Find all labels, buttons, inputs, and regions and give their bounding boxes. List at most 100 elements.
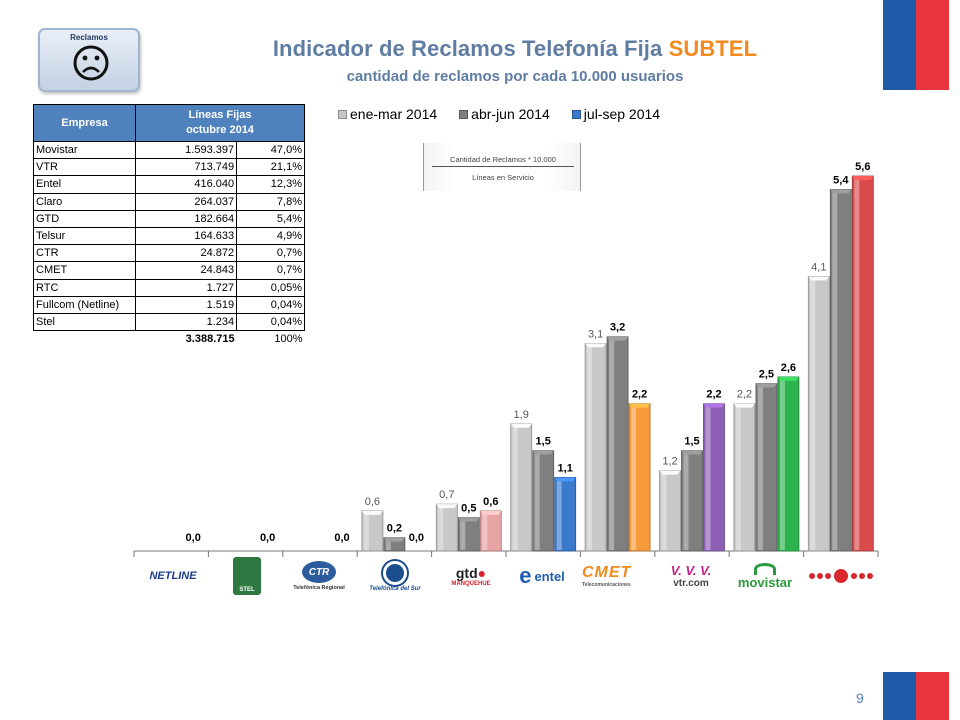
bar (733, 403, 756, 552)
bar-bevel (755, 383, 777, 388)
bar (361, 510, 384, 552)
data-label: 4,1 (811, 261, 826, 273)
bar-highlight (609, 337, 615, 550)
bar-bevel (659, 470, 681, 475)
bar (457, 517, 480, 552)
bar-body (361, 510, 384, 552)
logo-netline-text: NETLINE (149, 570, 197, 582)
bar-bevel (480, 510, 502, 515)
table-row: Stel 1.234 0,04% (33, 312, 305, 332)
data-label: 1,1 (558, 462, 573, 474)
table-row: Telsur 164.633 4,9% (33, 226, 305, 246)
data-label: 0,0 (409, 532, 424, 544)
bar (851, 175, 874, 552)
bar (584, 343, 607, 552)
table-body: Movistar 1.593.397 47,0% VTR 713.749 21,1% Ent… (33, 140, 305, 348)
col-empresa-header: Empresa (33, 104, 136, 142)
bar-bevel (808, 276, 830, 281)
bar (628, 403, 651, 552)
cell-pct: 21,1% (236, 158, 305, 177)
bar-highlight (482, 511, 488, 550)
bar-highlight (556, 478, 562, 550)
formula-numerator: Cantidad de Reclamos * 10.000 (432, 155, 574, 167)
data-label: 0,5 (461, 503, 476, 515)
logo-movistar: movistar (730, 556, 800, 596)
bar-body (681, 450, 703, 552)
bar (532, 450, 555, 552)
data-label: 0,0 (334, 532, 349, 544)
bar (383, 537, 406, 552)
bar-highlight (779, 377, 785, 550)
legend-swatch (459, 109, 469, 119)
col-lineas-header-line2: octubre 2014 (186, 124, 254, 136)
table-row: VTR 713.749 21,1% (33, 158, 305, 177)
cell-empresa: Fullcom (Netline) (33, 295, 136, 314)
logo-vtr: V. V. V. vtr.com (656, 556, 726, 596)
bar-highlight (705, 404, 711, 550)
table-row: CTR 24.872 0,7% (33, 244, 305, 263)
bar-highlight (534, 451, 540, 550)
legend-swatch (571, 109, 581, 119)
logo-ctr-sub: Telefónica Regional (293, 585, 345, 591)
bar (606, 336, 629, 552)
table-row: Claro 264.037 7,8% (33, 192, 305, 211)
data-label: 2,2 (706, 389, 721, 401)
reclamos-badge: Reclamos (38, 28, 140, 92)
table-header-row: Empresa Líneas Fijas octubre 2014 (33, 104, 305, 142)
bar (554, 476, 577, 552)
data-label: 2,5 (759, 369, 774, 381)
legend-label: jul-sep 2014 (583, 106, 661, 122)
bar-bevel (458, 517, 480, 522)
cell-total-pct: 100% (274, 333, 303, 346)
bar-body (851, 175, 874, 552)
bar-bevel (629, 403, 651, 408)
bar-bevel (830, 189, 852, 194)
data-label: 0,6 (365, 496, 380, 508)
cell-pct: 7,8% (236, 192, 305, 211)
data-label: 2,2 (737, 389, 752, 401)
bar (479, 510, 502, 552)
bar-bevel (777, 376, 799, 381)
logo-netline: NETLINE (138, 556, 208, 596)
table-row: Movistar 1.593.397 47,0% (33, 140, 305, 160)
data-label: 5,4 (833, 174, 849, 186)
data-label: 0,2 (387, 523, 402, 535)
bar-bevel (607, 336, 629, 341)
formula-denominator: Líneas en Servicio (472, 173, 534, 182)
logo-gtd-text: gtd (455, 565, 478, 581)
title-main: Indicador de Reclamos Telefonía Fija (272, 36, 663, 61)
bar-highlight (631, 404, 637, 550)
cell-pct: 5,4% (236, 209, 305, 228)
flag-corner-bottom (883, 672, 949, 720)
logo-gtd-sub: MANQUEHUE (451, 581, 491, 587)
bar-body (532, 450, 555, 552)
page-title: Indicador de Reclamos Telefonía Fija SUB… (150, 36, 880, 62)
flag-corner-top (883, 0, 949, 90)
bar (510, 423, 533, 552)
logo-entel-mark: e (519, 563, 532, 588)
logo-ctr: CTR Telefónica Regional (288, 556, 350, 596)
cell-pct: 4,9% (236, 226, 305, 246)
page-subtitle: cantidad de reclamos por cada 10.000 usu… (346, 68, 684, 85)
cell-pct: 12,3% (236, 175, 305, 194)
cell-empresa: VTR (33, 158, 136, 177)
bar (829, 188, 852, 552)
bar-body (733, 403, 756, 552)
bar-bevel (383, 537, 405, 542)
cell-empresa: CTR (33, 244, 136, 263)
legend-item: abr-jun 2014 (459, 106, 550, 122)
cell-lineas: 1.234 (134, 312, 238, 332)
logo-vtr-text: vtr.com (673, 578, 709, 589)
bar (777, 376, 800, 552)
bar (681, 450, 703, 552)
logo-vtr-mark: V. V. V. (670, 563, 712, 578)
logo-movistar-text: movistar (737, 574, 793, 590)
col-lineas-header-line1: Líneas Fijas (188, 109, 252, 121)
cell-pct: 0,05% (236, 278, 305, 297)
cell-lineas: 1.593.397 (134, 140, 238, 160)
cell-pct: 0,04% (236, 295, 305, 314)
bar-body (807, 276, 830, 552)
bar (703, 403, 725, 552)
cell-empresa: CMET (33, 261, 136, 280)
bar-highlight (661, 471, 667, 550)
